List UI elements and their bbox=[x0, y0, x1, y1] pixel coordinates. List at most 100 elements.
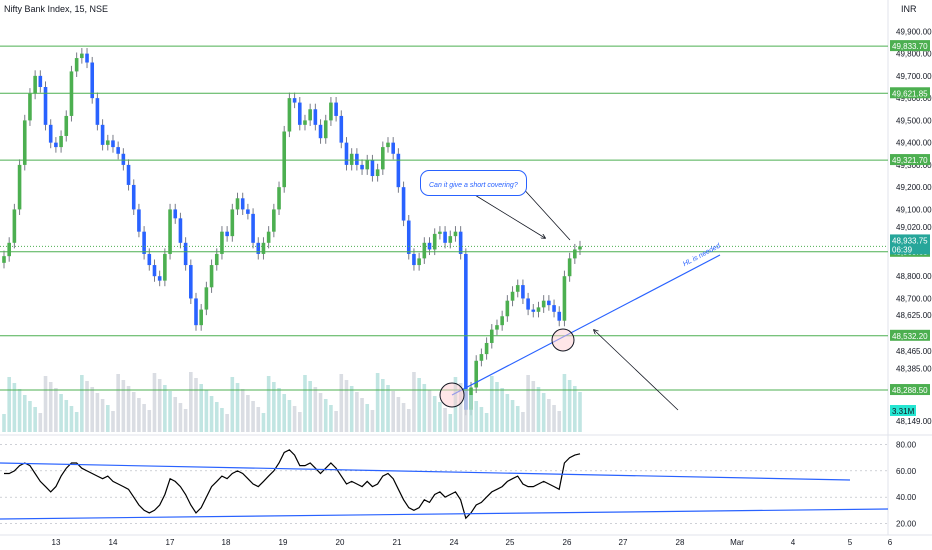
volume-bar bbox=[567, 380, 572, 432]
candle-body bbox=[230, 209, 235, 237]
volume-bar bbox=[573, 386, 577, 432]
volume-bar bbox=[240, 389, 245, 432]
volume-bar bbox=[43, 376, 48, 432]
level-badge-label: 48,288.50 bbox=[892, 386, 928, 395]
candle-body bbox=[432, 233, 437, 250]
volume-bar bbox=[417, 378, 421, 432]
volume-bar bbox=[412, 372, 416, 432]
volume-bar bbox=[510, 400, 515, 432]
volume-bar bbox=[344, 380, 349, 432]
candle-body bbox=[152, 265, 157, 277]
volume-bar bbox=[505, 394, 510, 432]
candle-body bbox=[573, 249, 577, 259]
candle-body bbox=[261, 242, 266, 254]
annotation-callout-text: Can it give a short covering? bbox=[429, 182, 518, 189]
volume-bar bbox=[121, 380, 126, 432]
candle-body bbox=[448, 236, 453, 243]
volume-bar bbox=[375, 373, 380, 432]
volume-bar bbox=[323, 399, 328, 432]
volume-bar bbox=[157, 379, 162, 432]
time-tick-label: 27 bbox=[619, 538, 628, 547]
volume-bar bbox=[355, 392, 359, 432]
level-badge-label: 48,532.20 bbox=[892, 332, 928, 341]
volume-bar bbox=[432, 396, 437, 432]
volume-bar bbox=[235, 383, 240, 432]
price-tick-label: 48,800.00 bbox=[896, 272, 932, 281]
candle-body bbox=[297, 102, 302, 125]
price-tick-label: 48,465.00 bbox=[896, 347, 932, 356]
candle-body bbox=[256, 242, 261, 254]
volume-bar bbox=[562, 374, 567, 432]
volume-bar bbox=[287, 400, 292, 432]
volume-bar bbox=[406, 409, 411, 432]
volume-bar bbox=[334, 411, 338, 432]
candle-body bbox=[458, 231, 463, 254]
candle-body bbox=[209, 265, 214, 288]
candle-body bbox=[287, 98, 292, 132]
volume-bar bbox=[7, 377, 11, 432]
candle-body bbox=[137, 209, 141, 232]
candle-body bbox=[168, 209, 172, 254]
volume-bar bbox=[28, 401, 32, 432]
volume-bar bbox=[261, 413, 266, 432]
candle-body bbox=[90, 62, 95, 99]
candle-body bbox=[214, 253, 219, 266]
volume-bar bbox=[391, 391, 395, 432]
candle-body bbox=[500, 316, 504, 326]
candle-body bbox=[308, 109, 312, 121]
candle-body bbox=[28, 93, 32, 121]
price-tick-label: 48,149.00 bbox=[896, 417, 932, 426]
volume-bar bbox=[199, 384, 203, 432]
volume-bar bbox=[484, 413, 489, 432]
candle-body bbox=[365, 160, 370, 170]
time-tick-label: 21 bbox=[393, 538, 402, 547]
candle-body bbox=[38, 75, 43, 87]
time-tick-label: 19 bbox=[279, 538, 288, 547]
volume-bar bbox=[173, 397, 178, 432]
candle-body bbox=[536, 307, 541, 312]
price-tick-label: 49,300.00 bbox=[896, 161, 932, 170]
volume-bar bbox=[33, 407, 37, 432]
candle-body bbox=[526, 298, 530, 310]
candle-body bbox=[360, 164, 364, 170]
candle-body bbox=[422, 242, 427, 259]
candle-body bbox=[510, 291, 515, 301]
candle-body bbox=[48, 124, 53, 143]
volume-badge bbox=[890, 405, 916, 416]
candle-body bbox=[126, 164, 131, 185]
level-badge bbox=[890, 384, 930, 396]
volume-bar bbox=[74, 412, 79, 432]
callout-arrow-2 bbox=[519, 184, 571, 241]
candle-body bbox=[578, 246, 582, 250]
time-tick-label: 26 bbox=[563, 538, 572, 547]
volume-bar bbox=[292, 406, 297, 432]
volume-bar bbox=[178, 403, 183, 432]
candle-body bbox=[318, 124, 323, 139]
candle-body bbox=[235, 198, 240, 210]
candle-body bbox=[547, 300, 551, 306]
volume-bar bbox=[578, 392, 582, 432]
candle-body bbox=[438, 231, 442, 234]
candle-body bbox=[59, 135, 63, 148]
candle-body bbox=[121, 153, 126, 165]
candle-body bbox=[194, 298, 198, 326]
volume-bar bbox=[495, 382, 499, 432]
time-tick-label: 25 bbox=[506, 538, 515, 547]
volume-bar bbox=[329, 405, 333, 432]
volume-bar bbox=[168, 391, 172, 432]
time-tick-label: 28 bbox=[676, 538, 685, 547]
candle-body bbox=[105, 140, 110, 145]
volume-bar bbox=[105, 405, 110, 432]
candle-body bbox=[323, 120, 328, 139]
candle-body bbox=[349, 153, 354, 165]
volume-bar bbox=[458, 383, 463, 432]
volume-bar bbox=[17, 389, 22, 432]
candle-body bbox=[375, 169, 380, 177]
candle-body bbox=[541, 300, 546, 308]
volume-bar bbox=[479, 407, 484, 432]
candle-body bbox=[199, 309, 203, 326]
candle-body bbox=[505, 300, 510, 317]
volume-bar bbox=[38, 413, 43, 432]
volume-bar bbox=[137, 398, 141, 432]
